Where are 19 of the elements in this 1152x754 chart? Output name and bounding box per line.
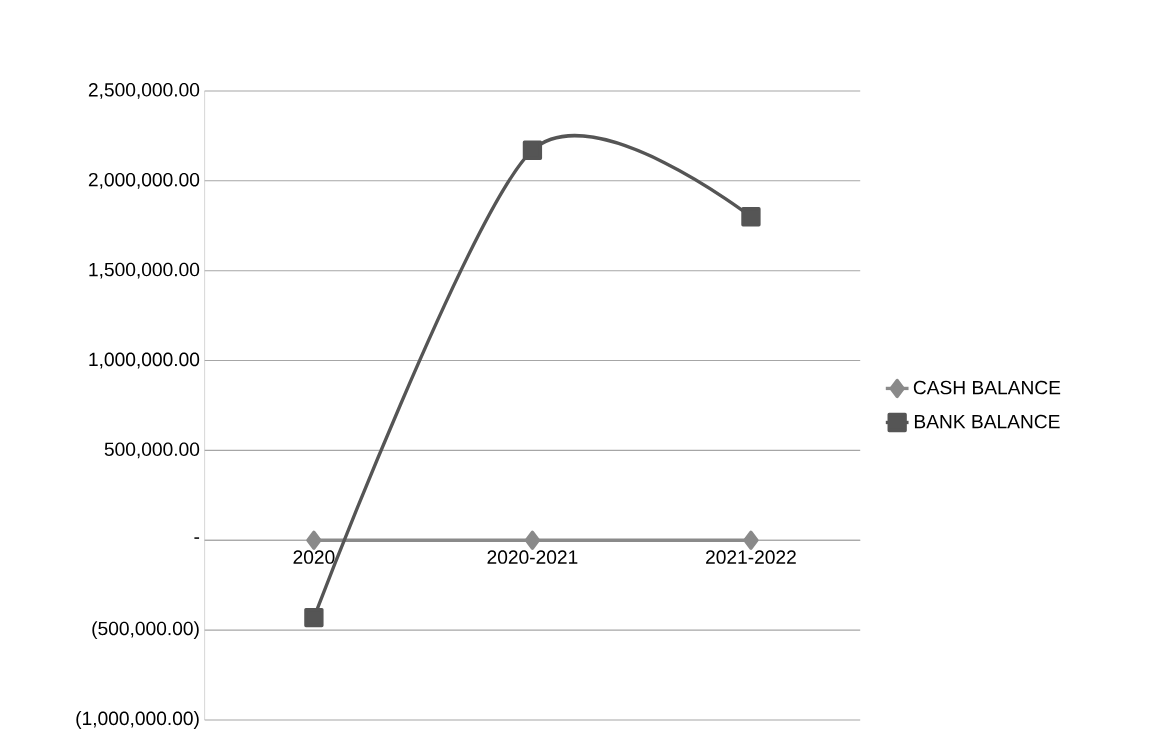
- y-tick-label: 1,000,000.00: [89, 352, 200, 369]
- point: [741, 207, 761, 227]
- y-tick-label: -: [194, 537, 200, 539]
- y-tick-label: 500,000.00: [104, 442, 200, 459]
- point: [304, 607, 324, 628]
- y-tick-label: 2,000,000.00: [88, 172, 200, 189]
- point: [522, 140, 543, 160]
- y-tick-label: 1,500,000.00: [89, 262, 200, 279]
- y-tick-label: 2,500,000.00: [88, 82, 200, 99]
- point: [306, 530, 322, 550]
- x-tick-label: 2021-2022: [706, 550, 796, 564]
- x-tick-label: 2020-2021: [487, 550, 578, 564]
- y-tick-label: (500,000.00): [92, 621, 199, 640]
- y-tick-label: (1,000,000.00): [76, 711, 199, 729]
- legend-label: BANK BALANCE: [914, 414, 1060, 429]
- point: [524, 530, 541, 550]
- x-tick-label: 2020: [293, 550, 335, 564]
- point: [743, 530, 759, 550]
- legend-label: CASH BALANCE: [913, 380, 1061, 395]
